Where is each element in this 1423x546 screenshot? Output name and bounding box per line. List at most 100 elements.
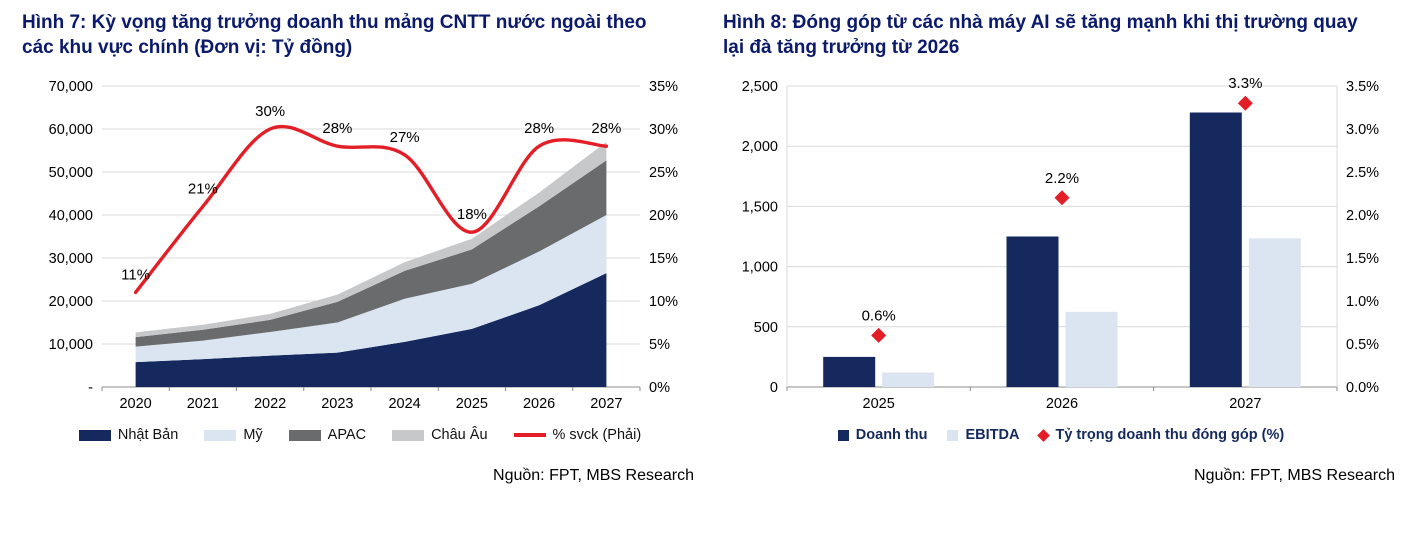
figure8-legend: Doanh thu EBITDA Tỷ trọng doanh thu đóng g… — [723, 427, 1399, 443]
legend-swatch-nhat-ban — [78, 429, 111, 441]
svg-text:2021: 2021 — [187, 396, 219, 412]
svg-text:28%: 28% — [591, 120, 621, 137]
legend-item-my: Mỹ — [204, 427, 263, 444]
legend-label-my: Mỹ — [243, 427, 263, 444]
svg-text:2.2%: 2.2% — [1045, 170, 1079, 187]
bar-ebitda — [1248, 238, 1301, 388]
legend-swatch-ty-trong-diamond-icon — [1037, 428, 1051, 442]
legend-swatch-svck — [513, 433, 546, 438]
svg-text:2023: 2023 — [321, 396, 353, 412]
figure8-bar-chart: 0 500 1,000 1,500 2,000 2,500 0.0% 0.5% 1.0% 1.5%… — [742, 75, 1379, 412]
x-axis-ticks — [101, 387, 641, 392]
legend-label-svck: % svck (Phải) — [552, 427, 642, 444]
figure7-source: Nguồn: FPT, MBS Research — [493, 467, 694, 485]
axis-tick-labels: 0 500 1,000 1,500 2,000 2,500 0.0% 0.5% 1.0% 1.5%… — [742, 79, 1379, 396]
svg-text:20%: 20% — [649, 208, 678, 224]
svg-text:18%: 18% — [457, 206, 487, 223]
svg-text:1.0%: 1.0% — [1346, 294, 1379, 310]
svg-text:1,000: 1,000 — [742, 260, 778, 276]
area-nhat-ban — [135, 273, 607, 388]
diamond-marker — [1237, 95, 1253, 111]
legend-label-apac: APAC — [327, 427, 367, 444]
figure7-title-line2: các khu vực chính (Đơn vị: Tỷ đồng) — [22, 37, 353, 59]
figure7-legend: Nhật Bản Mỹ APAC Châu Âu % svck (Phải) — [22, 427, 698, 443]
legend-item-doanh-thu: Doanh thu — [837, 427, 928, 444]
bar-ebitda — [882, 372, 935, 388]
svg-text:35%: 35% — [649, 79, 678, 95]
svg-text:30%: 30% — [255, 103, 285, 120]
svg-text:10,000: 10,000 — [49, 337, 93, 353]
bar-doanh-thu — [1189, 112, 1242, 388]
bar-ebitda — [1065, 311, 1118, 388]
legend-swatch-my — [204, 429, 237, 441]
svg-text:2026: 2026 — [1046, 396, 1078, 412]
svg-text:20,000: 20,000 — [49, 294, 93, 310]
legend-swatch-chau-au — [392, 429, 425, 441]
svg-text:2.5%: 2.5% — [1346, 165, 1379, 181]
legend-item-ebitda: EBITDA — [947, 427, 1019, 443]
legend-swatch-doanh-thu — [837, 429, 849, 441]
figure7-stacked-area-chart: - 10,000 20,000 30,000 40,000 50,000 60,000 70,… — [49, 79, 678, 412]
svg-text:11%: 11% — [121, 267, 150, 284]
legend-label-nhat-ban: Nhật Bản — [117, 427, 179, 444]
line-data-labels: 11% 21% 30% 28% 27% 18% 28% 28% — [121, 103, 621, 283]
figure8-title-line2: lại đà tăng trưởng từ 2026 — [723, 37, 960, 59]
svg-text:60,000: 60,000 — [49, 122, 93, 138]
svg-text:0.6%: 0.6% — [862, 308, 896, 325]
legend-item-svck: % svck (Phải) — [513, 427, 642, 444]
svg-text:21%: 21% — [188, 181, 218, 198]
svg-text:50,000: 50,000 — [49, 165, 93, 181]
bar-doanh-thu — [1006, 236, 1059, 388]
growth-rate-line — [133, 125, 609, 295]
svg-text:5%: 5% — [649, 337, 670, 353]
svg-text:2027: 2027 — [590, 396, 622, 412]
svg-text:27%: 27% — [390, 129, 420, 146]
legend-label-chau-au: Châu Âu — [431, 427, 488, 444]
svg-text:28%: 28% — [322, 120, 352, 137]
svg-text:0%: 0% — [649, 380, 670, 396]
svg-text:2026: 2026 — [523, 396, 555, 412]
x-axis-ticks — [786, 387, 1338, 392]
svg-text:2025: 2025 — [456, 396, 488, 412]
x-axis-labels: 2025 2026 2027 — [863, 396, 1262, 412]
svg-text:0.0%: 0.0% — [1346, 380, 1379, 396]
figure7-panel: Hình 7: Kỳ vọng tăng trưởng doanh thu mả… — [22, 10, 698, 485]
area-my — [135, 215, 607, 363]
svg-text:2020: 2020 — [119, 396, 151, 412]
svg-text:25%: 25% — [649, 165, 678, 181]
axis-tick-labels: - 10,000 20,000 30,000 40,000 50,000 60,000 70,… — [49, 79, 678, 396]
area-apac — [135, 160, 607, 347]
svg-text:15%: 15% — [649, 251, 678, 267]
x-axis-labels: 2020 2021 2022 2023 2024 2025 2026 2027 — [119, 396, 622, 412]
legend-swatch-ebitda — [947, 429, 959, 441]
svg-text:0: 0 — [770, 380, 778, 396]
legend-item-nhat-ban: Nhật Bản — [78, 427, 179, 444]
svg-text:0.5%: 0.5% — [1346, 337, 1379, 353]
svg-text:3.3%: 3.3% — [1228, 75, 1262, 92]
figure8-title: Hình 8: Đóng góp từ các nhà máy AI sẽ tă… — [723, 10, 1399, 60]
stacked-areas — [135, 142, 607, 388]
svg-text:2022: 2022 — [254, 396, 286, 412]
svg-text:2,000: 2,000 — [742, 139, 778, 155]
figure8-title-line1: Hình 8: Đóng góp từ các nhà máy AI sẽ tă… — [723, 12, 1358, 33]
legend-item-apac: APAC — [288, 427, 367, 444]
svg-text:2,500: 2,500 — [742, 79, 778, 95]
gridlines — [787, 85, 1337, 388]
bars — [823, 112, 1301, 388]
diamond-marker — [1054, 190, 1070, 206]
svg-text:70,000: 70,000 — [49, 79, 93, 95]
svg-text:30%: 30% — [649, 122, 678, 138]
svg-text:2025: 2025 — [863, 396, 895, 412]
legend-swatch-apac — [288, 429, 321, 441]
legend-label-ty-trong: Tỷ trọng doanh thu đóng góp (%) — [1055, 427, 1285, 444]
svg-text:28%: 28% — [524, 120, 554, 137]
svg-text:3.0%: 3.0% — [1346, 122, 1379, 138]
svg-text:500: 500 — [754, 320, 778, 336]
svg-text:2.0%: 2.0% — [1346, 208, 1379, 224]
diamond-markers: 0.6% 2.2% 3.3% — [862, 75, 1262, 344]
bar-doanh-thu — [823, 357, 876, 388]
legend-label-doanh-thu: Doanh thu — [855, 427, 928, 444]
svg-text:1.5%: 1.5% — [1346, 251, 1379, 267]
figure7-title: Hình 7: Kỳ vọng tăng trưởng doanh thu mả… — [22, 10, 698, 60]
